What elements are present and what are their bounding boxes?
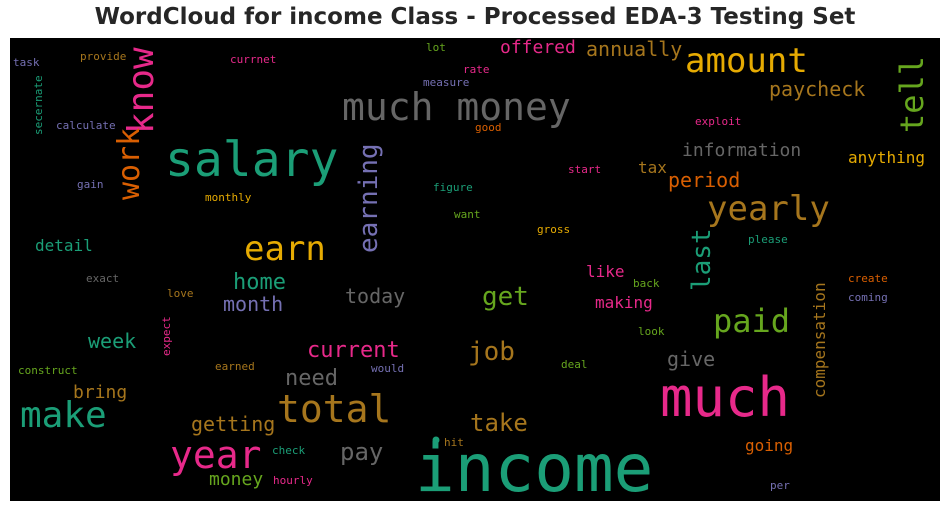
word-offered: offered <box>500 38 576 58</box>
word-currnet: currnet <box>230 53 276 66</box>
word-rate: rate <box>463 63 490 76</box>
word-job: job <box>468 337 515 367</box>
word-getting: getting <box>191 412 275 436</box>
word-back: back <box>633 277 660 290</box>
word-current: current <box>307 338 400 363</box>
stray-dot-mark <box>432 436 440 444</box>
word-check: check <box>272 444 305 457</box>
word-today: today <box>345 284 405 308</box>
word-want: want <box>454 208 481 221</box>
word-detail: detail <box>35 236 93 255</box>
word-last: last <box>687 228 717 291</box>
word-per: per <box>770 479 790 492</box>
word-tax: tax <box>638 158 667 177</box>
word-gain: gain <box>77 178 104 191</box>
word-much-money: much money <box>342 85 571 129</box>
word-measure: measure <box>423 76 469 89</box>
word-year: year <box>170 433 262 477</box>
word-figure: figure <box>433 181 473 194</box>
word-construct: construct <box>18 364 78 377</box>
word-month: month <box>223 292 283 316</box>
word-making: making <box>595 293 653 312</box>
word-paycheck: paycheck <box>769 77 865 101</box>
word-hourly: hourly <box>273 474 313 487</box>
word-earning: earning <box>354 143 384 253</box>
word-exploit: exploit <box>695 115 741 128</box>
word-like: like <box>586 262 625 281</box>
word-anything: anything <box>848 148 925 167</box>
word-total: total <box>277 387 391 431</box>
word-tell: tell <box>893 56 931 133</box>
word-expect: expect <box>160 316 173 356</box>
word-love: love <box>167 287 194 300</box>
word-home: home <box>233 270 286 295</box>
word-week: week <box>88 329 136 353</box>
word-need: need <box>285 366 338 391</box>
word-exact: exact <box>86 272 119 285</box>
word-work: work <box>112 128 147 200</box>
word-take: take <box>470 409 528 437</box>
word-deal: deal <box>561 358 588 371</box>
word-give: give <box>667 347 715 371</box>
word-information: information <box>682 140 801 161</box>
word-annually: annually <box>586 38 682 61</box>
word-salary: salary <box>165 132 338 188</box>
word-get: get <box>482 282 529 312</box>
word-period: period <box>668 168 740 192</box>
word-hit: hit <box>444 436 464 449</box>
word-income: income <box>415 430 653 501</box>
word-going: going <box>745 436 793 455</box>
word-please: please <box>748 233 788 246</box>
word-earned: earned <box>215 360 255 373</box>
word-create: create <box>848 272 888 285</box>
word-money: money <box>209 469 263 490</box>
word-gross: gross <box>537 223 570 236</box>
word-yearly: yearly <box>707 189 830 229</box>
word-provide: provide <box>80 50 126 63</box>
word-good: good <box>475 121 502 134</box>
word-bring: bring <box>73 382 127 403</box>
word-calculate: calculate <box>56 119 116 132</box>
word-make: make <box>20 395 107 436</box>
word-secernate: secernate <box>32 75 45 135</box>
word-earn: earn <box>244 229 326 269</box>
wordcloud-canvas: income much salary much money total year make k… <box>10 38 940 501</box>
word-know: know <box>121 47 162 134</box>
word-monthly: monthly <box>205 191 252 204</box>
word-compensation: compensation <box>810 282 829 398</box>
word-much: much <box>660 366 790 429</box>
word-coming: coming <box>848 291 888 304</box>
word-lot: lot <box>426 41 446 54</box>
chart-title: WordCloud for income Class - Processed E… <box>94 4 856 30</box>
word-paid: paid <box>713 302 790 340</box>
word-start: start <box>568 163 601 176</box>
word-look: look <box>638 325 665 338</box>
word-amount: amount <box>685 41 808 81</box>
word-task: task <box>13 56 40 69</box>
word-would: would <box>371 362 404 375</box>
word-pay: pay <box>340 438 383 466</box>
